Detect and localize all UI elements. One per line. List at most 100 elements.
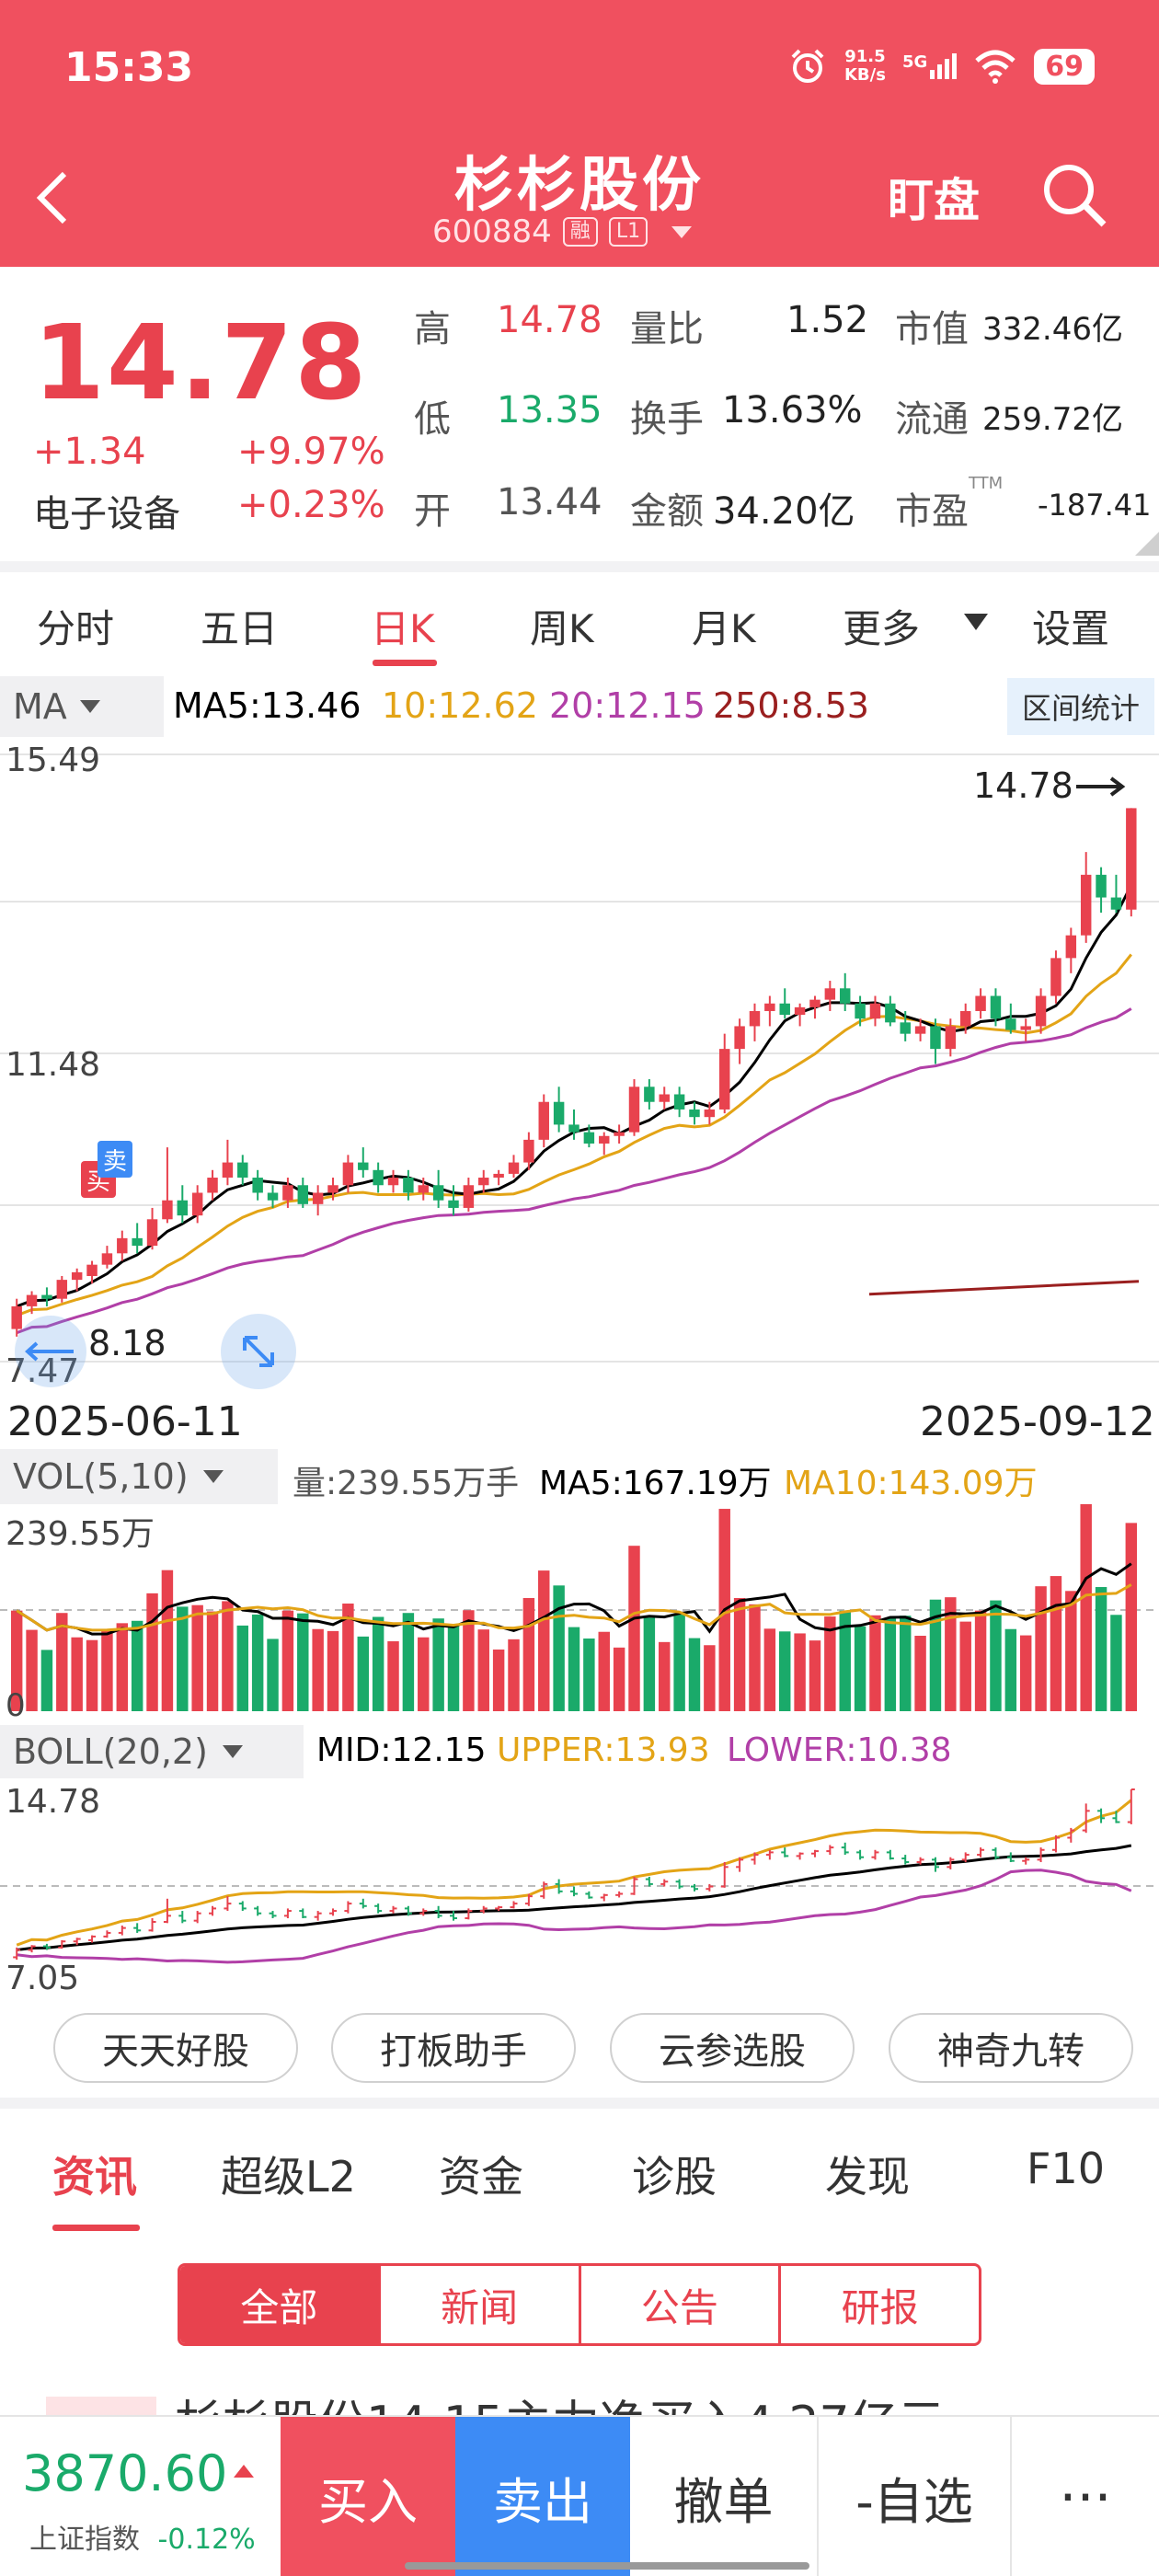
double-arrow-icon xyxy=(25,1341,74,1362)
tab-f10[interactable]: F10 xyxy=(1027,2144,1105,2193)
right-arrow-icon xyxy=(1076,776,1126,797)
volume-chart[interactable] xyxy=(0,1504,1159,1720)
bottom-trade-bar: 3870.60 上证指数 -0.12% 买入 卖出 撤单 -自选 ··· xyxy=(0,2415,1159,2576)
ma-indicator-selector[interactable]: MA xyxy=(0,676,164,737)
volume-bar xyxy=(492,1649,505,1711)
chevron-down-icon xyxy=(222,1745,243,1758)
tab-monthly-k[interactable]: 月K xyxy=(692,606,756,651)
tab-super-l2[interactable]: 超级L2 xyxy=(221,2152,356,2202)
range-stats-button[interactable]: 区间统计 xyxy=(1007,678,1154,735)
candle-body xyxy=(914,1026,926,1034)
high-label: 高 xyxy=(414,308,451,351)
tab-intraday[interactable]: 分时 xyxy=(37,606,115,651)
ma250-value: 250:8.53 xyxy=(713,685,869,726)
volume-bar xyxy=(628,1546,640,1711)
volume-bar xyxy=(342,1603,354,1711)
date-start: 2025-06-11 xyxy=(7,1398,243,1445)
battery-indicator: 69 xyxy=(1034,48,1095,85)
news-headline[interactable]: 杉杉股份14:15主力净买入4.27亿元 xyxy=(175,2385,946,2416)
volume-bar xyxy=(312,1628,324,1711)
volume-bar xyxy=(659,1641,671,1711)
sector-name[interactable]: 电子设备 xyxy=(33,493,180,535)
remove-watchlist-button[interactable]: -自选 xyxy=(819,2417,1012,2576)
candle-body xyxy=(508,1162,520,1174)
candle-body xyxy=(809,999,820,1007)
boll-chart[interactable] xyxy=(0,1780,1159,1996)
tab-diagnosis[interactable]: 诊股 xyxy=(632,2152,717,2202)
volume-bar xyxy=(1004,1628,1017,1711)
tool-cloud-screener[interactable]: 云参选股 xyxy=(610,2013,855,2083)
stock-code-line[interactable]: 600884 融 L1 xyxy=(432,213,693,250)
volume-bar xyxy=(357,1636,369,1711)
tool-magic-nine[interactable]: 神奇九转 xyxy=(889,2013,1133,2083)
volume-bar xyxy=(688,1638,701,1711)
volume-bar xyxy=(1019,1635,1032,1711)
filter-announcements[interactable]: 公告 xyxy=(578,2266,779,2343)
sell-marker[interactable]: 卖 xyxy=(98,1141,132,1178)
vol-ratio-value: 1.52 xyxy=(786,299,869,341)
filter-research[interactable]: 研报 xyxy=(778,2266,979,2343)
y-axis-bottom: 7.47 xyxy=(6,1352,80,1390)
more-button[interactable]: ··· xyxy=(1059,2465,1112,2530)
candle-body xyxy=(959,1010,971,1027)
settings-button[interactable]: 设置 xyxy=(1032,606,1110,651)
tab-news-info[interactable]: 资讯 xyxy=(52,2152,137,2202)
volume-bar xyxy=(749,1604,761,1711)
vol-indicator-selector[interactable]: VOL(5,10) xyxy=(0,1449,278,1504)
tool-daily-picks[interactable]: 天天好股 xyxy=(53,2013,298,2083)
tool-limit-up-helper[interactable]: 打板助手 xyxy=(331,2013,576,2083)
volume-bar xyxy=(929,1599,942,1711)
amount-value: 34.20亿 xyxy=(713,490,855,533)
kline-chart[interactable] xyxy=(0,736,1159,1398)
candle-body xyxy=(1050,958,1061,996)
volume-bar xyxy=(86,1639,98,1711)
quick-tools: 天天好股 打板助手 云参选股 神奇九转 xyxy=(0,2006,1159,2098)
sell-button[interactable]: 卖出 xyxy=(455,2417,630,2576)
boll-upper-line xyxy=(16,1799,1132,1947)
expand-button[interactable] xyxy=(221,1314,296,1389)
open-value: 13.44 xyxy=(497,481,602,523)
left-arrow-button[interactable] xyxy=(15,1316,86,1387)
candle-body xyxy=(463,1185,475,1208)
index-value[interactable]: 3870.60 xyxy=(22,2444,228,2502)
candle-body xyxy=(146,1219,158,1247)
volume-bar xyxy=(899,1616,912,1711)
tab-daily-k[interactable]: 日K xyxy=(371,606,435,651)
boll-indicator-selector[interactable]: BOLL(20,2) xyxy=(0,1725,304,1778)
tab-weekly-k[interactable]: 周K xyxy=(530,606,594,651)
candle-body xyxy=(885,1003,896,1023)
tab-more[interactable]: 更多 xyxy=(843,606,921,651)
search-icon[interactable] xyxy=(1038,158,1111,232)
cancel-order-button[interactable]: 撤单 xyxy=(630,2417,819,2576)
candle-body xyxy=(673,1094,685,1110)
watch-button[interactable]: 盯盘 xyxy=(888,174,980,227)
tab-funds[interactable]: 资金 xyxy=(439,2152,523,2202)
volume-bar xyxy=(1035,1586,1047,1711)
volume-bar xyxy=(40,1650,53,1711)
tab-five-day[interactable]: 五日 xyxy=(201,606,279,651)
pe-ttm-superscript: TTM xyxy=(969,474,1004,493)
candle-body xyxy=(26,1294,38,1306)
pe-value: -187.41 xyxy=(1038,488,1152,523)
back-arrow-icon[interactable] xyxy=(35,170,72,225)
up-triangle-icon xyxy=(234,2465,254,2478)
pe-label: 市盈 xyxy=(895,490,969,533)
tab-discover[interactable]: 发现 xyxy=(825,2152,910,2202)
candle-body xyxy=(975,995,986,1011)
candle-body xyxy=(930,1026,941,1050)
filter-news[interactable]: 新闻 xyxy=(377,2266,579,2343)
volume-bar xyxy=(522,1598,535,1711)
candle-body xyxy=(86,1264,98,1277)
candle-body xyxy=(1096,874,1107,898)
volume-bar xyxy=(824,1616,836,1711)
buy-button[interactable]: 买入 xyxy=(281,2417,455,2576)
volume-bar xyxy=(508,1639,520,1711)
dropdown-caret-icon xyxy=(671,225,693,238)
net-speed: 91.5 KB/s xyxy=(843,47,886,85)
candle-body xyxy=(644,1087,655,1102)
filter-all[interactable]: 全部 xyxy=(180,2266,378,2343)
section-divider xyxy=(0,561,1159,572)
volume-bar xyxy=(1050,1576,1062,1711)
candle-body xyxy=(1080,874,1092,936)
candle-body xyxy=(568,1124,580,1133)
